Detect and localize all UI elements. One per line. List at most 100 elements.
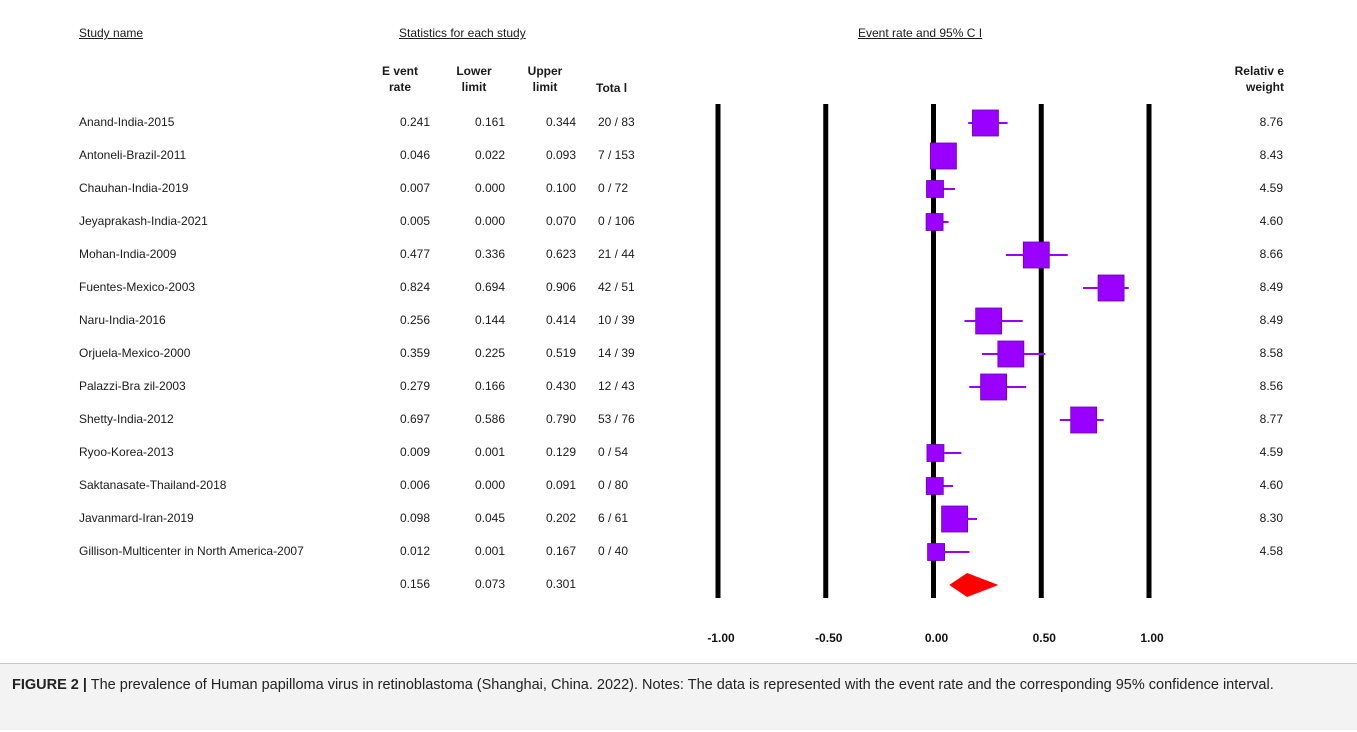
summary-lower-limit-value: 0.073 xyxy=(474,577,505,591)
study-name: Jeyaprakash-India-2021 xyxy=(79,214,208,228)
relative-weight-value: 4.59 xyxy=(1259,445,1283,459)
upper-limit-value: 0.129 xyxy=(545,445,576,459)
total-value: 21 / 44 xyxy=(598,247,635,261)
upper-limit-value: 0.070 xyxy=(545,214,576,228)
relative-weight-value: 8.49 xyxy=(1259,313,1283,327)
upper-limit-header-line1: Upper xyxy=(527,64,563,78)
study-point-marker xyxy=(980,373,1008,401)
upper-limit-value: 0.790 xyxy=(545,412,576,426)
relative-weight-value: 8.58 xyxy=(1259,346,1283,360)
lower-limit-header-line2: limit xyxy=(461,80,487,94)
event-rate-value: 0.005 xyxy=(399,214,430,228)
study-point-marker xyxy=(925,213,944,231)
relative-weight-value: 8.30 xyxy=(1259,511,1283,525)
total-value: 0 / 72 xyxy=(598,181,629,195)
relative-weight-column-header: Relativ e weight xyxy=(1200,63,1284,95)
relative-weight-value: 8.43 xyxy=(1259,148,1283,162)
total-value: 0 / 106 xyxy=(598,214,635,228)
lower-limit-value: 0.166 xyxy=(474,379,505,393)
relative-weight-value: 8.49 xyxy=(1259,280,1283,294)
study-point-marker xyxy=(1097,274,1125,302)
event-rate-value: 0.009 xyxy=(399,445,430,459)
study-name: Ryoo-Korea-2013 xyxy=(79,445,174,459)
relative-weight-value: 8.56 xyxy=(1259,379,1283,393)
event-rate-value: 0.046 xyxy=(399,148,430,162)
study-name: Javanmard-Iran-2019 xyxy=(79,511,194,525)
study-point-marker xyxy=(972,109,999,137)
event-rate-value: 0.012 xyxy=(399,544,430,558)
total-value: 53 / 76 xyxy=(598,412,635,426)
event-rate-value: 0.279 xyxy=(399,379,430,393)
relative-weight-value: 8.77 xyxy=(1259,412,1283,426)
study-name: Chauhan-India-2019 xyxy=(79,181,189,195)
relative-weight-value: 8.76 xyxy=(1259,115,1283,129)
x-tick-label: 1.00 xyxy=(1140,631,1164,645)
lower-limit-value: 0.144 xyxy=(474,313,505,327)
lower-limit-value: 0.161 xyxy=(474,115,505,129)
figure-caption-text: The prevalence of Human papilloma virus … xyxy=(86,677,1274,693)
figure-label: FIGURE 2 | xyxy=(12,677,87,693)
total-value: 42 / 51 xyxy=(598,280,635,294)
relative-weight-header-line2: weight xyxy=(1246,80,1284,94)
study-name: Fuentes-Mexico-2003 xyxy=(79,280,196,294)
total-value: 20 / 83 xyxy=(598,115,635,129)
lower-limit-value: 0.000 xyxy=(474,214,505,228)
relative-weight-value: 8.66 xyxy=(1259,247,1283,261)
total-value: 10 / 39 xyxy=(598,313,635,327)
study-point-marker xyxy=(926,180,944,198)
study-name: Orjuela-Mexico-2000 xyxy=(79,346,191,360)
x-tick-label: 0.00 xyxy=(925,631,949,645)
upper-limit-value: 0.519 xyxy=(545,346,576,360)
study-point-marker xyxy=(997,340,1025,368)
total-column-header: Tota l xyxy=(596,81,628,95)
study-point-marker xyxy=(927,543,945,561)
upper-limit-value: 0.344 xyxy=(545,115,576,129)
summary-diamond xyxy=(949,573,999,597)
x-tick-label: 0.50 xyxy=(1033,631,1057,645)
upper-limit-value: 0.202 xyxy=(545,511,576,525)
upper-limit-value: 0.100 xyxy=(545,181,576,195)
upper-limit-value: 0.906 xyxy=(545,280,576,294)
relative-weight-header-line1: Relativ e xyxy=(1234,64,1284,78)
event-rate-value: 0.241 xyxy=(399,115,430,129)
total-value: 6 / 61 xyxy=(598,511,629,525)
study-name: Antoneli-Brazil-2011 xyxy=(79,148,187,162)
total-value: 0 / 40 xyxy=(598,544,629,558)
study-name-header: Study name xyxy=(79,26,144,40)
event-rate-value: 0.477 xyxy=(399,247,430,261)
event-rate-value: 0.007 xyxy=(399,181,430,195)
study-name: Mohan-India-2009 xyxy=(79,247,177,261)
event-rate-value: 0.098 xyxy=(399,511,430,525)
upper-limit-header-line2: limit xyxy=(532,80,558,94)
event-rate-value: 0.256 xyxy=(399,313,430,327)
statistics-header: Statistics for each study xyxy=(399,26,526,40)
upper-limit-value: 0.093 xyxy=(545,148,576,162)
study-point-marker xyxy=(941,505,969,533)
upper-limit-value: 0.414 xyxy=(545,313,576,327)
lower-limit-value: 0.022 xyxy=(474,148,505,162)
total-value: 14 / 39 xyxy=(598,346,635,360)
lower-limit-header-line1: Lower xyxy=(456,64,492,78)
event-rate-header-line1: E vent xyxy=(381,64,418,78)
lower-limit-value: 0.045 xyxy=(474,511,505,525)
study-point-marker xyxy=(1070,406,1098,434)
lower-limit-value: 0.586 xyxy=(474,412,505,426)
lower-limit-value: 0.000 xyxy=(474,478,505,492)
lower-limit-value: 0.225 xyxy=(474,346,505,360)
event-rate-value: 0.006 xyxy=(399,478,430,492)
upper-limit-column-header: Upper limit xyxy=(515,63,575,95)
total-value: 12 / 43 xyxy=(598,379,635,393)
event-rate-value: 0.824 xyxy=(399,280,430,294)
study-point-marker xyxy=(925,477,944,495)
figure-caption: FIGURE 2 | The prevalence of Human papil… xyxy=(12,675,1342,696)
study-name: Anand-India-2015 xyxy=(79,115,175,129)
upper-limit-value: 0.167 xyxy=(545,544,576,558)
relative-weight-value: 4.60 xyxy=(1259,214,1283,228)
summary-upper-limit-value: 0.301 xyxy=(545,577,576,591)
study-name: Shetty-India-2012 xyxy=(79,412,174,426)
study-name: Palazzi-Bra zil-2003 xyxy=(79,379,186,393)
upper-limit-value: 0.623 xyxy=(545,247,576,261)
lower-limit-value: 0.000 xyxy=(474,181,505,195)
lower-limit-column-header: Lower limit xyxy=(444,63,504,95)
event-rate-value: 0.697 xyxy=(399,412,430,426)
